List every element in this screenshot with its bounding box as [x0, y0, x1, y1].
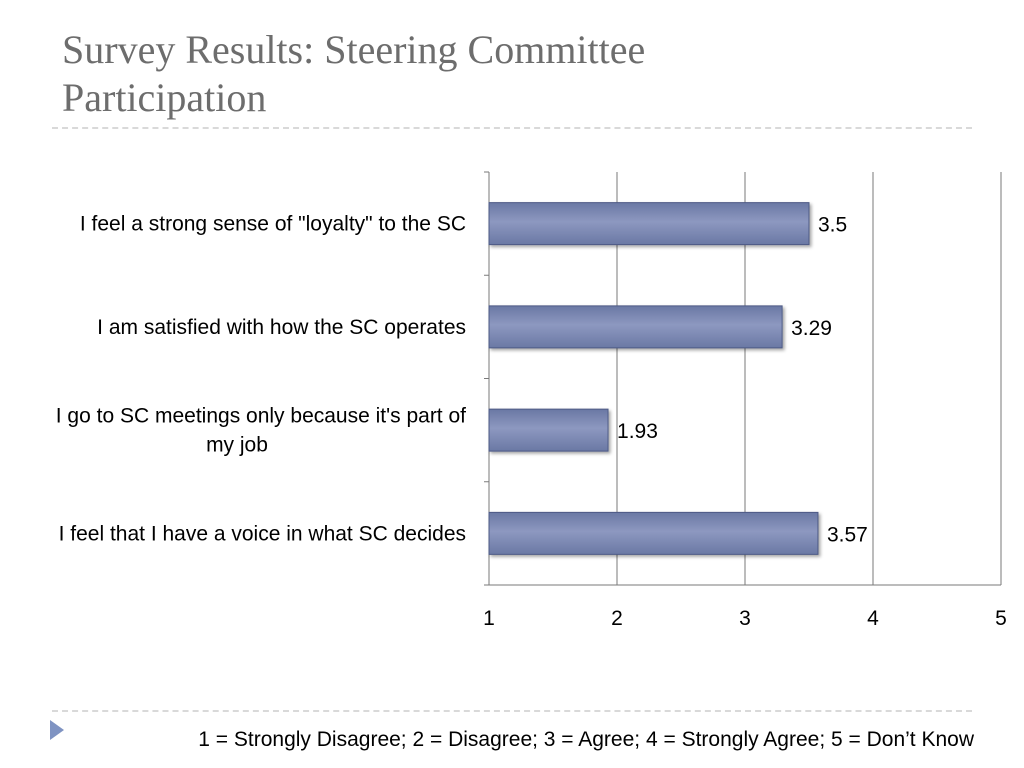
- slide-title: Survey Results: Steering Committee Parti…: [62, 26, 962, 122]
- x-tick-label-3: 3: [739, 607, 751, 630]
- bars: [488, 202, 819, 555]
- bar-value-label-4: 3.57: [827, 523, 868, 546]
- bar-3: [488, 408, 609, 452]
- bar-1: [488, 202, 810, 246]
- category-label-3-line-1: I go to SC meetings only because it's pa…: [56, 405, 466, 428]
- bar-4: [488, 511, 819, 555]
- title-line-1: Survey Results: Steering Committee: [62, 27, 646, 72]
- category-label-1: I feel a strong sense of "loyalty" to th…: [80, 213, 466, 236]
- bar-value-label-1: 3.5: [818, 214, 847, 237]
- scale-legend: 1 = Strongly Disagree; 2 = Disagree; 3 =…: [198, 728, 974, 751]
- title-divider: [52, 127, 972, 129]
- bar-2: [488, 305, 783, 349]
- footer-divider: [52, 710, 972, 712]
- bar-value-label-2: 3.29: [791, 317, 832, 340]
- title-line-2: Participation: [62, 75, 267, 120]
- category-label-4: I feel that I have a voice in what SC de…: [59, 522, 466, 545]
- labels: 1 2 3 4 5 3.5 I feel a strong sense of "loyalt…: [56, 213, 1007, 630]
- x-tick-label-2: 2: [611, 607, 623, 630]
- bullet-arrow-icon: [50, 720, 64, 740]
- category-label-3-line-2: my job: [206, 434, 268, 457]
- x-tick-label-1: 1: [483, 607, 495, 630]
- x-tick-label-4: 4: [867, 607, 879, 630]
- category-label-2: I am satisfied with how the SC operates: [97, 316, 466, 339]
- bar-chart: 1 2 3 4 5 3.5 I feel a strong sense of "loyalt…: [56, 171, 1007, 630]
- x-tick-label-5: 5: [995, 607, 1007, 630]
- bar-value-label-3: 1.93: [617, 420, 658, 443]
